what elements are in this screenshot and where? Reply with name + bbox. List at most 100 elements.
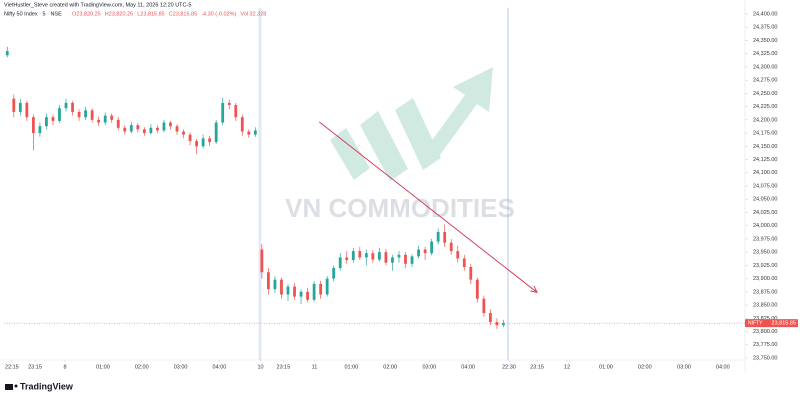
candle (18, 98, 22, 116)
ohlc-value: Vol 32.328 (240, 11, 266, 17)
candle-body (482, 298, 486, 314)
candle (377, 247, 381, 262)
candle (345, 251, 349, 264)
plot (5, 46, 505, 329)
candle-body (436, 232, 440, 242)
candle (267, 268, 270, 295)
logo-stripe (395, 98, 441, 170)
candle-body (306, 291, 309, 300)
candle (129, 121, 133, 134)
x-tick-label: 01:00 (96, 364, 110, 370)
y-tick-label: 24,175.00 (753, 131, 777, 137)
candle (77, 109, 81, 121)
candle (449, 238, 453, 255)
candle-body (253, 130, 257, 135)
candle-body (182, 131, 185, 135)
y-tick-label: 24,250.00 (753, 91, 777, 97)
y-tick-label: 24,350.00 (753, 38, 777, 44)
candle (240, 114, 244, 136)
x-tick-label: 10 (258, 364, 264, 370)
candle-body (358, 251, 362, 258)
candle-body (247, 131, 251, 135)
candle-body (129, 125, 133, 132)
candle-body (286, 286, 290, 295)
candle (45, 113, 48, 130)
candle (51, 114, 55, 126)
x-tick-label: 04:00 (716, 364, 730, 370)
y-tick-label: 24,150.00 (753, 144, 777, 150)
candle (351, 247, 355, 263)
candle (136, 123, 140, 133)
last-price-label: 23,815.85 (772, 321, 796, 327)
trend-arrowhead (530, 285, 538, 294)
candle (273, 275, 277, 294)
y-tick-label: 24,375.00 (753, 25, 777, 31)
candle-body (443, 232, 447, 243)
candle-body (201, 138, 205, 147)
candle-body (103, 115, 107, 123)
candle-body (116, 119, 120, 128)
candle-body (417, 249, 420, 257)
candle-body (64, 102, 68, 109)
candle (149, 124, 153, 135)
candle-body (110, 115, 114, 120)
x-tick-label: 04:00 (213, 364, 227, 370)
candle-body (90, 110, 94, 120)
candle (488, 309, 492, 326)
candle (188, 132, 192, 146)
candle-body (5, 51, 9, 56)
candle-body (97, 119, 101, 123)
candle-body (475, 279, 479, 299)
y-tick-label: 23,750.00 (753, 355, 777, 361)
x-tick-label: 11 (312, 364, 318, 370)
candle (371, 250, 375, 263)
y-tick-label: 24,325.00 (753, 51, 777, 57)
candle (502, 319, 505, 328)
candle (25, 100, 29, 121)
ohlc-value: H23,820.25 (105, 11, 133, 17)
candle (123, 125, 127, 135)
y-tick-label: 23,925.00 (753, 263, 777, 269)
candle-body (221, 102, 225, 123)
candle-body (142, 129, 146, 134)
candle (103, 112, 107, 126)
y-tick-label: 24,100.00 (753, 170, 777, 176)
candle-body (312, 283, 316, 300)
candle-body (293, 286, 296, 297)
y-tick-label: 23,900.00 (753, 276, 777, 282)
ohlc-value: C23,815.85 (169, 11, 197, 17)
candle-body (260, 249, 264, 273)
x-tick-label: 23:15 (277, 364, 291, 370)
x-tick-label: 03:00 (677, 364, 691, 370)
candle-body (149, 127, 153, 134)
candle-body (377, 252, 381, 260)
candle-body (273, 279, 277, 290)
x-tick-label: 03:00 (174, 364, 188, 370)
candle-body (351, 251, 355, 261)
candle (364, 249, 368, 266)
y-tick-label: 24,400.00 (753, 11, 777, 17)
candle-body (397, 254, 401, 258)
candle-body (430, 241, 434, 254)
session-separators (258, 8, 509, 360)
candle (227, 99, 231, 110)
candle (384, 248, 388, 266)
candle-body (25, 102, 29, 118)
candle (293, 282, 296, 300)
logo-mark (5, 384, 13, 390)
candle-body (45, 117, 48, 127)
ohlc-legend: O23,820.25 H23,820.25 L23,815.85 C23,815.85… (72, 11, 266, 17)
candle (169, 120, 172, 130)
y-tick-label: 24,025.00 (753, 210, 777, 216)
candle-body (84, 110, 88, 118)
candle (182, 129, 185, 139)
x-tick-label: 01:00 (599, 364, 613, 370)
x-tick-label: 22:15 (5, 364, 19, 370)
logo-stripe (360, 111, 408, 181)
last-price-tag (745, 319, 798, 328)
candle-body (449, 242, 453, 252)
candle (312, 281, 316, 302)
candle-body (234, 105, 238, 118)
candle-body (410, 256, 414, 264)
x-tick-label: 22:30 (502, 364, 516, 370)
